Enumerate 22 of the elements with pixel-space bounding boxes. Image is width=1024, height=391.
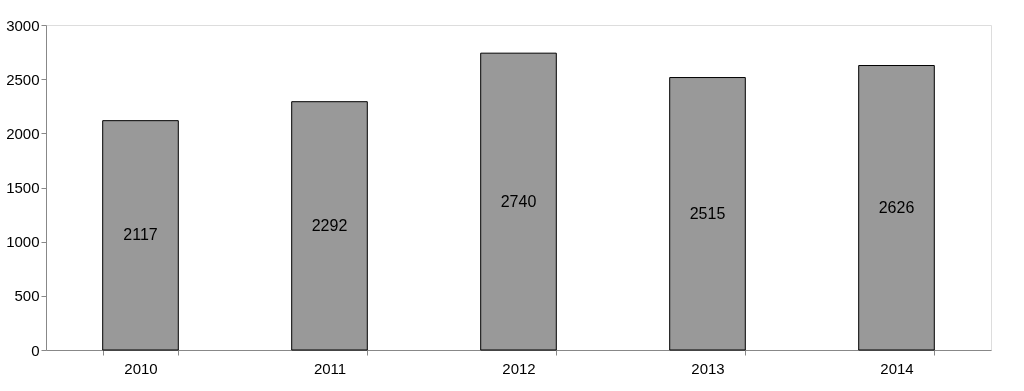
data-label: 2515	[689, 204, 726, 222]
y-tick-label: 1000	[6, 233, 40, 251]
bar	[669, 77, 746, 351]
y-tick-label: 3000	[6, 16, 40, 34]
x-tick-label: 2010	[124, 359, 158, 377]
y-tick-label: 1500	[6, 179, 40, 196]
bar	[480, 52, 557, 351]
y-tick-label: 2000	[6, 124, 40, 142]
bar	[858, 65, 935, 351]
data-label: 2117	[123, 226, 158, 244]
x-tick-label: 2013	[691, 359, 725, 377]
data-label: 2292	[311, 216, 348, 234]
y-tick-label: 2500	[6, 70, 40, 88]
bar	[291, 101, 368, 351]
bar	[102, 120, 179, 351]
y-tick-label: 0	[31, 341, 40, 359]
data-label: 2626	[878, 198, 915, 216]
x-tick-label: 2011	[313, 359, 347, 377]
x-tick-label: 2014	[880, 359, 914, 377]
data-label: 2740	[500, 192, 537, 210]
x-tick-label: 2012	[502, 359, 536, 377]
y-tick-label: 500	[14, 287, 40, 305]
